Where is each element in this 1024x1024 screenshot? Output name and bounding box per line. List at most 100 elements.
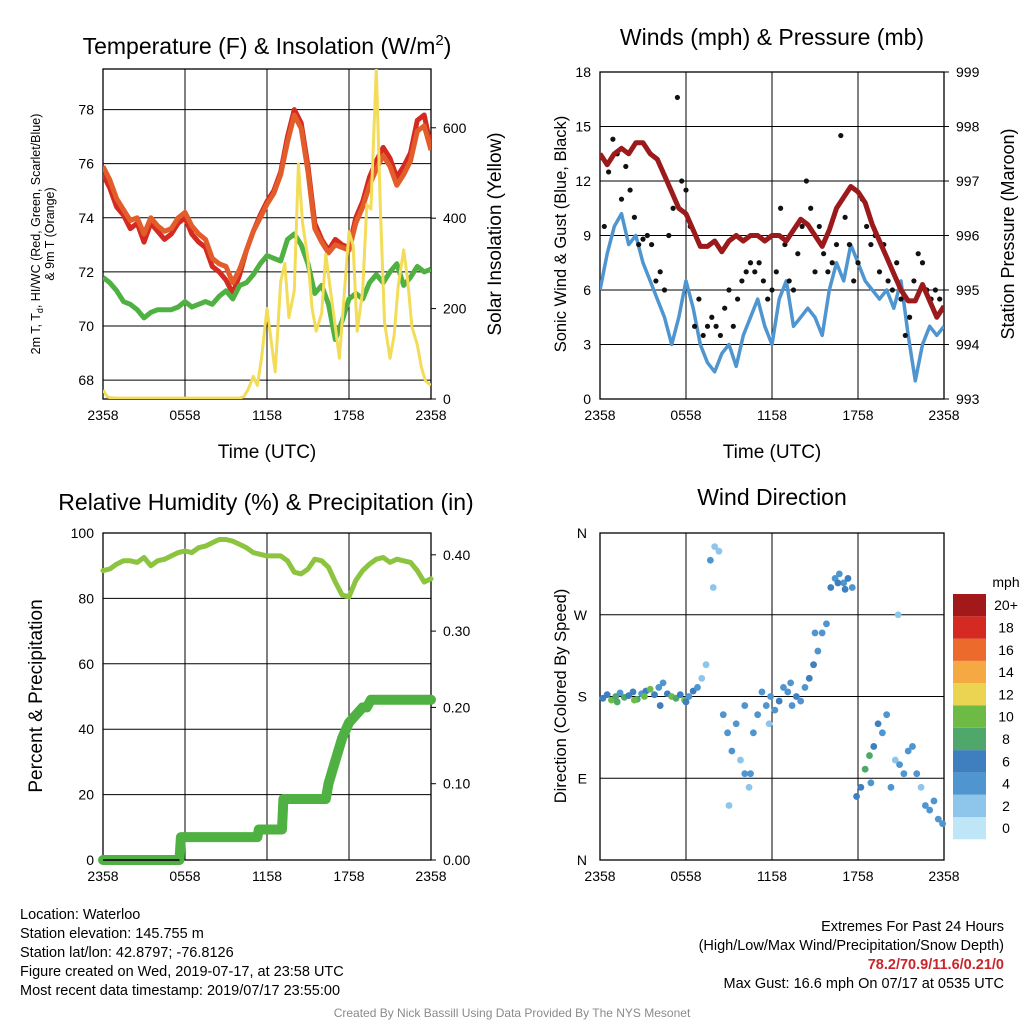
y2-tick-label: 993 <box>956 391 980 407</box>
gust-point <box>790 287 797 293</box>
direction-point <box>841 585 849 593</box>
x-tick-label: 2358 <box>87 407 118 423</box>
gust-point <box>747 260 754 266</box>
gust-point <box>666 232 672 239</box>
direction-point <box>823 620 830 628</box>
direction-point <box>698 674 706 682</box>
direction-point <box>659 679 667 687</box>
y-axis-label: Direction (Colored By Speed) <box>552 589 570 804</box>
y-tick-label: 0 <box>583 391 591 407</box>
panel-3: 2358 0558 1158 1758 23580204060801000.000.10… <box>26 489 474 884</box>
y-tick-label: N <box>577 852 587 868</box>
y-tick-label: 74 <box>78 210 94 226</box>
gust-point <box>601 223 607 230</box>
chart-title: Relative Humidity (%) & Precipitation (i… <box>58 489 473 515</box>
gust-point <box>627 187 633 193</box>
gust-point <box>885 278 891 284</box>
gust-point <box>786 278 792 284</box>
y2-tick-label: 400 <box>443 210 467 226</box>
gust-point <box>838 132 844 139</box>
gust-point <box>937 296 943 302</box>
x-tick-label: 2358 <box>87 868 118 884</box>
y2-tick-label: 600 <box>443 120 467 136</box>
direction-point <box>749 729 757 737</box>
y-axis-label: Sonic Wind & Gust (Blue, Black) <box>552 116 570 353</box>
direction-point <box>921 802 929 809</box>
x-tick-label: 0558 <box>169 407 200 423</box>
gust-point <box>760 278 767 284</box>
gust-point <box>713 323 719 329</box>
gust-point <box>683 187 689 193</box>
y-tick-label: 60 <box>78 656 94 672</box>
y2-tick-label: 0.20 <box>443 699 470 715</box>
panel-1: 2358 0558 1158 1758 2358 68 70 72 74 76 78 0 200 400 6… <box>29 32 506 463</box>
direction-point <box>676 691 684 699</box>
y2-tick-label: 996 <box>956 228 980 244</box>
x-tick-label: 1158 <box>252 868 282 884</box>
direction-point <box>775 697 783 705</box>
gust-point <box>889 287 896 293</box>
direction-point <box>939 820 946 828</box>
series-pressure-line <box>600 140 944 320</box>
direction-point <box>702 661 710 669</box>
direction-point <box>641 693 648 700</box>
gust-point <box>864 223 870 230</box>
y2-tick-label: 998 <box>956 119 980 135</box>
gust-point <box>730 323 736 329</box>
gust-point <box>829 260 835 266</box>
gust-point <box>661 287 668 293</box>
y-tick-label: 18 <box>575 64 591 80</box>
y-tick-label: 76 <box>78 156 94 172</box>
station-info: Location: Waterloo Station elevation: 14… <box>20 906 344 1001</box>
gust-point <box>825 269 831 275</box>
y2-tick-label: 997 <box>956 173 980 189</box>
gust-point <box>812 269 818 275</box>
gust-point <box>743 269 749 275</box>
direction-point <box>844 575 852 582</box>
direction-point <box>878 729 886 737</box>
direction-point <box>894 611 902 619</box>
gust-point <box>679 178 685 184</box>
chart-title: Wind Direction <box>697 484 847 510</box>
x-tick-label: 0558 <box>670 407 701 423</box>
direction-point <box>787 679 795 687</box>
direction-point <box>741 770 749 778</box>
x-tick-label: 2358 <box>415 407 446 423</box>
legend-swatch <box>953 794 986 817</box>
y-tick-label: 0 <box>86 852 94 868</box>
gust-point <box>816 223 822 230</box>
y2-axis-label: Station Pressure (Maroon) <box>998 128 1018 339</box>
gust-point <box>907 314 913 320</box>
legend-label: 12 <box>998 686 1014 702</box>
legend-label: 20+ <box>994 597 1018 613</box>
y-tick-label: 40 <box>78 721 94 737</box>
gust-point <box>911 278 917 284</box>
direction-point <box>805 674 813 682</box>
gust-point <box>610 136 616 142</box>
gust-point <box>606 169 612 175</box>
direction-point <box>904 747 912 755</box>
direction-point <box>651 691 658 699</box>
direction-point <box>737 756 744 764</box>
gust-point <box>623 163 629 170</box>
direction-point <box>900 770 908 778</box>
plot-frame <box>102 68 432 400</box>
direction-point <box>866 752 873 759</box>
gust-point <box>704 323 711 329</box>
legend-swatch <box>953 660 986 684</box>
legend-label: 4 <box>1002 776 1010 792</box>
latlon-text: Station lat/lon: 42.8797; -76.8126 <box>20 945 234 961</box>
gust-point <box>722 305 728 311</box>
gust-point <box>821 251 827 257</box>
direction-point <box>745 783 753 791</box>
y-tick-label: W <box>574 607 588 623</box>
x-tick-label: 0558 <box>169 868 200 884</box>
direction-point <box>771 706 779 714</box>
gust-point <box>898 296 904 302</box>
legend-label: 0 <box>1002 820 1010 836</box>
direction-point <box>867 779 875 787</box>
direction-point <box>682 698 690 706</box>
x-tick-label: 1758 <box>333 868 364 884</box>
gust-point <box>778 205 784 211</box>
